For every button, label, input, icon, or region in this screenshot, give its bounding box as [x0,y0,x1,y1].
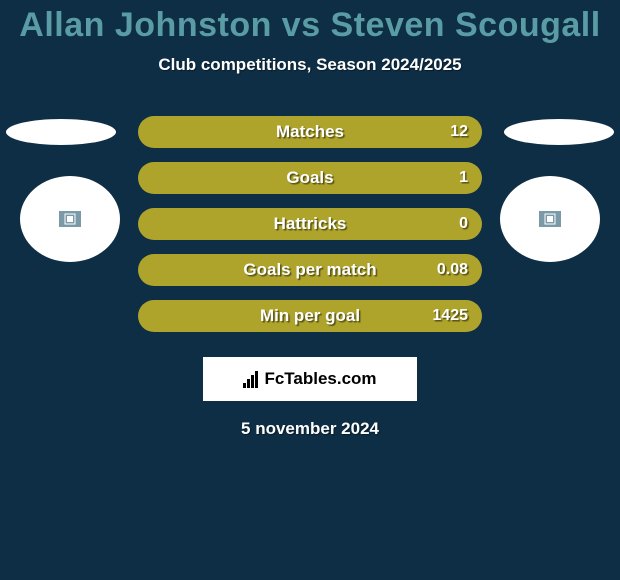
stat-bar-goals: Goals 1 [138,162,482,194]
stat-bar-min-per-goal: Min per goal 1425 [138,300,482,332]
stat-row: Matches 12 [0,109,620,155]
stat-value: 1425 [432,307,468,325]
stat-bar-matches: Matches 12 [138,116,482,148]
logo-bars-icon [243,370,258,388]
stat-label: Matches [276,122,344,142]
stat-row: Min per goal 1425 [0,293,620,339]
stat-label: Goals per match [243,260,376,280]
right-badge-ellipse [504,119,614,145]
page-title: Allan Johnston vs Steven Scougall [19,6,600,45]
stat-value: 12 [450,123,468,141]
stat-value: 0.08 [437,261,468,279]
stat-bar-hattricks: Hattricks 0 [138,208,482,240]
fctables-logo[interactable]: FcTables.com [203,357,417,401]
footer-date: 5 november 2024 [241,419,379,439]
logo-text: FcTables.com [264,369,376,389]
page-subtitle: Club competitions, Season 2024/2025 [158,55,461,75]
stat-bar-goals-per-match: Goals per match 0.08 [138,254,482,286]
stat-label: Goals [286,168,333,188]
stat-value: 1 [459,169,468,187]
player-left-avatar [20,176,120,262]
stat-value: 0 [459,215,468,233]
user-icon [59,211,81,227]
stat-label: Hattricks [274,214,347,234]
stat-label: Min per goal [260,306,360,326]
player-right-avatar [500,176,600,262]
left-badge-ellipse [6,119,116,145]
user-icon [539,211,561,227]
